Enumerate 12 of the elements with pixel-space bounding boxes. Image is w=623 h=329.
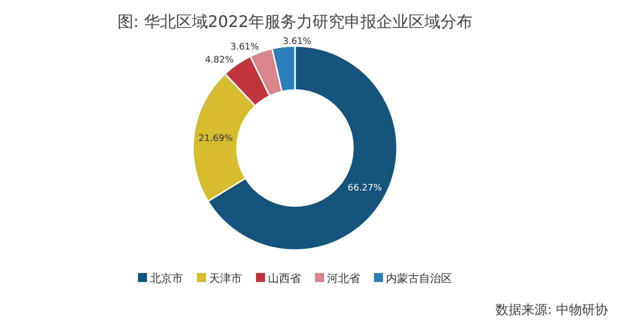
- data-label: 21.69%: [198, 134, 234, 144]
- data-label: 66.27%: [348, 184, 382, 194]
- data-label: 3.61%: [282, 37, 312, 48]
- legend-label: 天津市: [209, 272, 242, 285]
- source-note: 数据来源: 中物研协: [495, 303, 608, 318]
- legend-label: 河北省: [327, 272, 360, 285]
- chart-title: 图: 华北区域2022年服务力研究申报企业区域分布: [117, 12, 473, 31]
- data-label: 3.61%: [230, 42, 260, 53]
- legend-label: 内蒙古自治区: [386, 272, 452, 285]
- legend-label: 山西省: [268, 272, 301, 285]
- data-label: 4.82%: [204, 56, 234, 66]
- legend-label: 北京市: [150, 272, 183, 285]
